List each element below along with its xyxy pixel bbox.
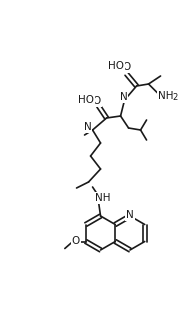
Text: HO: HO (108, 61, 123, 71)
Text: O: O (122, 62, 131, 72)
Text: O: O (72, 237, 80, 246)
Text: NH: NH (158, 91, 173, 101)
Text: 2: 2 (172, 94, 178, 102)
Text: NH: NH (95, 193, 110, 203)
Text: N: N (126, 210, 134, 220)
Text: N: N (84, 122, 91, 132)
Text: O: O (93, 96, 101, 106)
Text: N: N (120, 92, 127, 102)
Text: HO: HO (78, 95, 93, 105)
